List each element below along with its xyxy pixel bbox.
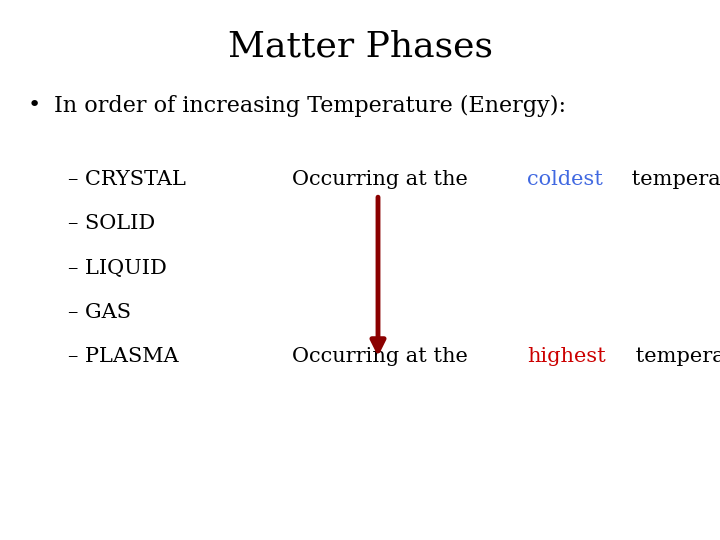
Text: Occurring at the: Occurring at the xyxy=(292,347,474,366)
Text: – PLASMA: – PLASMA xyxy=(68,347,179,366)
Text: – LIQUID: – LIQUID xyxy=(68,259,167,278)
Text: – SOLID: – SOLID xyxy=(68,214,156,233)
Text: highest: highest xyxy=(527,347,606,366)
Text: – GAS: – GAS xyxy=(68,303,132,322)
Text: coldest: coldest xyxy=(527,170,603,189)
Text: temperatures: temperatures xyxy=(625,170,720,189)
Text: In order of increasing Temperature (Energy):: In order of increasing Temperature (Ener… xyxy=(54,94,566,117)
Text: •: • xyxy=(27,94,40,114)
Text: – CRYSTAL: – CRYSTAL xyxy=(68,170,186,189)
Text: Matter Phases: Matter Phases xyxy=(228,30,492,64)
Text: temperatures: temperatures xyxy=(629,347,720,366)
Text: Occurring at the: Occurring at the xyxy=(292,170,474,189)
